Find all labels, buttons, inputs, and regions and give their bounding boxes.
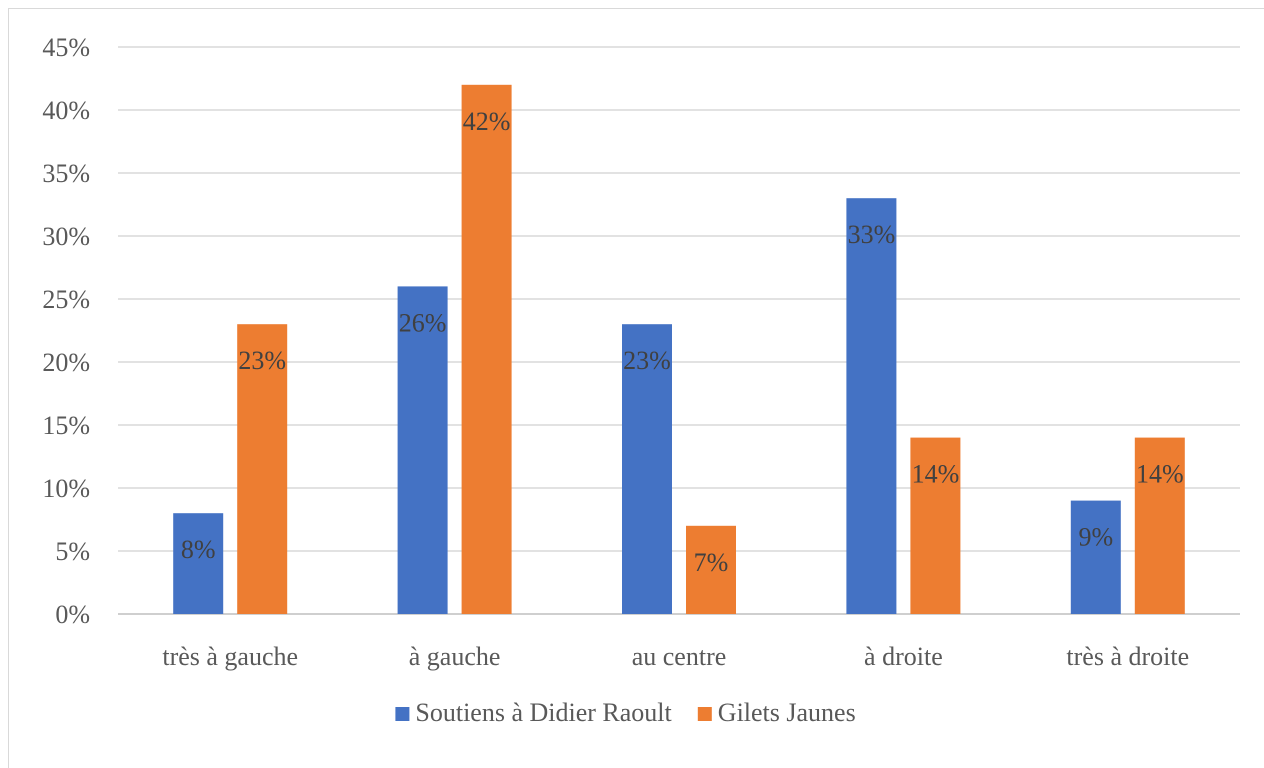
data-label: 14% [912, 460, 960, 489]
data-label: 8% [181, 535, 216, 564]
x-axis-category-labels: très à gauche à gauche au centre à droite tr… [162, 642, 1189, 671]
legend-label: Gilets Jaunes [718, 698, 856, 727]
bar-series-2-1 [461, 84, 512, 615]
legend-swatch [697, 707, 712, 721]
x-category-label: à droite [864, 642, 943, 671]
bar-series-1-0 [173, 513, 224, 614]
x-category-label: très à gauche [162, 642, 298, 671]
y-tick-label: 25% [42, 285, 90, 314]
y-tick-label: 45% [42, 33, 90, 62]
data-label: 7% [694, 548, 729, 577]
data-label: 23% [238, 346, 286, 375]
legend: Soutiens à Didier Raoult Gilets Jaunes [395, 698, 856, 727]
y-tick-label: 40% [42, 96, 90, 125]
y-tick-label: 10% [42, 474, 90, 503]
bar-series-2-4 [1134, 437, 1185, 614]
data-label: 26% [399, 308, 447, 337]
legend-label: Soutiens à Didier Raoult [415, 698, 672, 727]
bar-series-1-1 [397, 286, 448, 614]
x-category-label: à gauche [409, 642, 501, 671]
bar-series-2-3 [910, 437, 961, 614]
gridlines [118, 46, 1240, 615]
data-label: 42% [463, 107, 511, 136]
bar-series-2-0 [237, 324, 288, 614]
y-tick-label: 0% [55, 600, 90, 629]
y-tick-label: 35% [42, 159, 90, 188]
bar-series-1-3 [846, 198, 897, 614]
y-tick-label: 30% [42, 222, 90, 251]
data-labels: 8% 23% 26% 42% 23% 7% 33% 14% 9% 14% [181, 107, 1184, 577]
y-axis-tick-labels: 0% 5% 10% 15% 20% 25% 30% 35% 40% 45% [42, 33, 90, 629]
x-category-label: au centre [632, 642, 727, 671]
legend-swatch [395, 707, 410, 721]
bar-series-2-2 [686, 525, 736, 614]
x-category-label: très à droite [1066, 642, 1189, 671]
data-label: 33% [848, 220, 896, 249]
data-label: 9% [1078, 523, 1113, 552]
data-label: 14% [1136, 460, 1184, 489]
y-tick-label: 5% [55, 537, 90, 566]
bar-series-1-4 [1070, 500, 1121, 614]
bars [173, 84, 1185, 615]
bar-series-1-2 [622, 324, 672, 614]
y-tick-label: 20% [42, 348, 90, 377]
data-label: 23% [623, 346, 671, 375]
chart-frame [8, 8, 1264, 768]
y-tick-label: 15% [42, 411, 90, 440]
